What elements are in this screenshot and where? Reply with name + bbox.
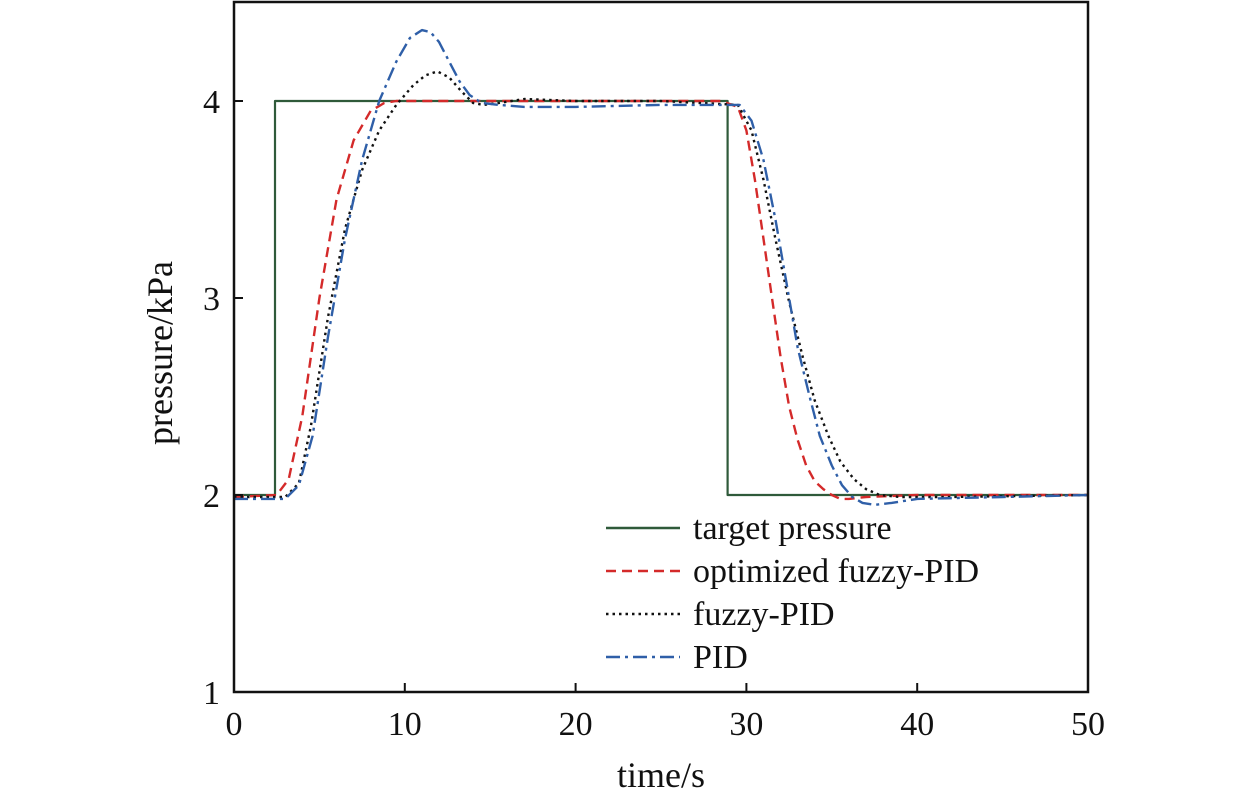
x-tick-label: 10: [388, 706, 422, 743]
series-line-pid: [234, 28, 1089, 507]
x-axis-label: time/s: [617, 755, 705, 795]
series-line-optimized-fuzzy-pid: [233, 99, 1088, 501]
y-tick-label: 4: [203, 84, 220, 121]
y-tick-label: 2: [203, 478, 220, 515]
legend: target pressure optimized fuzzy-PID fuzzy-…: [606, 510, 979, 676]
plot-lines: [233, 28, 1089, 507]
x-tick-label: 20: [559, 706, 593, 743]
legend-label-optimized-fuzzy-pid: optimized fuzzy-PID: [693, 553, 979, 590]
legend-label-fuzzy-pid: fuzzy-PID: [693, 596, 835, 633]
plot-frame: [232, 0, 1090, 694]
series-line-fuzzy-pid: [234, 70, 1089, 499]
legend-label-pid: PID: [693, 639, 748, 676]
axis-tick-labels: 0 10 20 30 40 50 1 2 3 4: [203, 84, 1105, 743]
x-tick-label: 30: [729, 706, 763, 743]
y-axis-label: pressure/kPa: [140, 261, 180, 445]
series-line-target-pressure: [234, 99, 1088, 497]
x-tick-label: 50: [1071, 706, 1105, 743]
y-tick-label: 3: [203, 281, 220, 318]
legend-label-target-pressure: target pressure: [693, 510, 892, 547]
x-tick-label: 0: [226, 706, 243, 743]
axis-ticks: [233, 100, 1089, 693]
y-tick-label: 1: [203, 675, 220, 712]
x-tick-label: 40: [900, 706, 934, 743]
